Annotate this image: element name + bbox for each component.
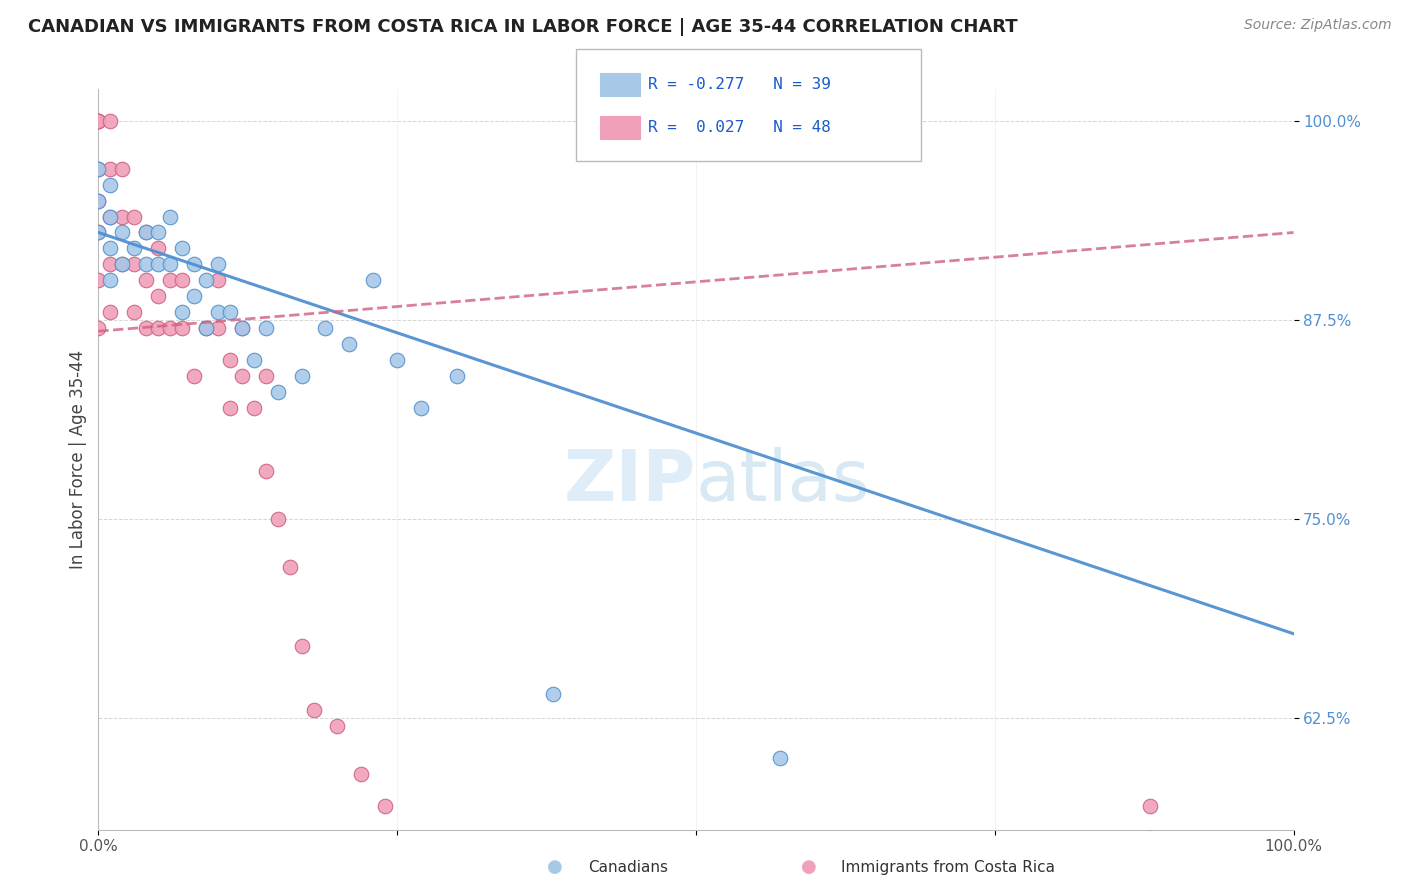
Point (1139, 830, 1161, 845)
Point (159, 210, 181, 224)
Point (267, 384, 290, 399)
Point (135, 321, 157, 335)
Point (87, 321, 110, 335)
Point (541, 687, 564, 701)
Point (135, 226, 157, 240)
Point (87, 114, 110, 128)
Point (1139, 798, 1161, 813)
Point (87, 226, 110, 240)
Point (446, 368, 468, 383)
Point (87, 114, 110, 128)
Point (183, 257, 205, 271)
Point (243, 401, 266, 415)
Point (302, 703, 325, 717)
Point (98, 210, 122, 224)
Point (195, 321, 218, 335)
Point (87, 194, 110, 208)
Point (207, 305, 229, 319)
Point (243, 352, 266, 367)
Point (768, 751, 790, 765)
Point (267, 512, 290, 526)
Text: Immigrants from Costa Rica: Immigrants from Costa Rica (841, 860, 1054, 874)
Point (207, 321, 229, 335)
Point (385, 352, 409, 367)
Point (411, 401, 433, 415)
Y-axis label: In Labor Force | Age 35-44: In Labor Force | Age 35-44 (69, 350, 87, 569)
Text: atlas: atlas (696, 447, 870, 516)
Text: ●: ● (800, 858, 817, 876)
Point (254, 464, 277, 478)
Point (254, 368, 277, 383)
Point (159, 321, 181, 335)
Point (148, 241, 170, 255)
Point (172, 305, 194, 319)
Point (111, 257, 134, 271)
Point (135, 226, 157, 240)
Point (148, 257, 170, 271)
Text: ZIP: ZIP (564, 447, 696, 516)
Point (124, 305, 146, 319)
Point (291, 368, 314, 383)
Point (135, 257, 157, 271)
Text: Canadians: Canadians (588, 860, 668, 874)
Text: R =  0.027   N = 48: R = 0.027 N = 48 (648, 120, 831, 135)
Point (350, 767, 373, 781)
Point (183, 368, 205, 383)
Point (124, 257, 146, 271)
Point (87, 273, 110, 287)
Point (124, 210, 146, 224)
Point (148, 226, 170, 240)
Point (135, 273, 157, 287)
Point (254, 321, 277, 335)
Point (159, 273, 181, 287)
Point (87, 161, 110, 176)
Point (231, 321, 253, 335)
Point (148, 289, 170, 303)
Point (219, 352, 242, 367)
Point (231, 368, 253, 383)
Point (315, 321, 337, 335)
Point (159, 257, 181, 271)
Point (98, 114, 122, 128)
Point (207, 257, 229, 271)
Point (291, 640, 314, 654)
Point (87, 226, 110, 240)
Point (98, 241, 122, 255)
Point (183, 289, 205, 303)
Point (98, 273, 122, 287)
Text: ●: ● (547, 858, 564, 876)
Point (98, 161, 122, 176)
Point (124, 241, 146, 255)
Point (339, 337, 361, 351)
Point (172, 321, 194, 335)
Point (374, 798, 396, 813)
Point (98, 178, 122, 192)
Point (363, 273, 385, 287)
Point (172, 241, 194, 255)
Point (111, 161, 134, 176)
Point (207, 273, 229, 287)
Point (219, 305, 242, 319)
Point (98, 305, 122, 319)
Point (111, 257, 134, 271)
Point (148, 321, 170, 335)
Point (111, 226, 134, 240)
Point (87, 161, 110, 176)
Point (111, 210, 134, 224)
Point (87, 194, 110, 208)
Text: CANADIAN VS IMMIGRANTS FROM COSTA RICA IN LABOR FORCE | AGE 35-44 CORRELATION CH: CANADIAN VS IMMIGRANTS FROM COSTA RICA I… (28, 18, 1018, 36)
Point (195, 321, 218, 335)
Text: R = -0.277   N = 39: R = -0.277 N = 39 (648, 77, 831, 92)
Point (98, 210, 122, 224)
Point (278, 559, 301, 574)
Point (87, 114, 110, 128)
Point (98, 257, 122, 271)
Point (195, 273, 218, 287)
Point (326, 719, 349, 733)
Point (231, 321, 253, 335)
Point (172, 273, 194, 287)
Point (219, 401, 242, 415)
Text: Source: ZipAtlas.com: Source: ZipAtlas.com (1244, 18, 1392, 32)
